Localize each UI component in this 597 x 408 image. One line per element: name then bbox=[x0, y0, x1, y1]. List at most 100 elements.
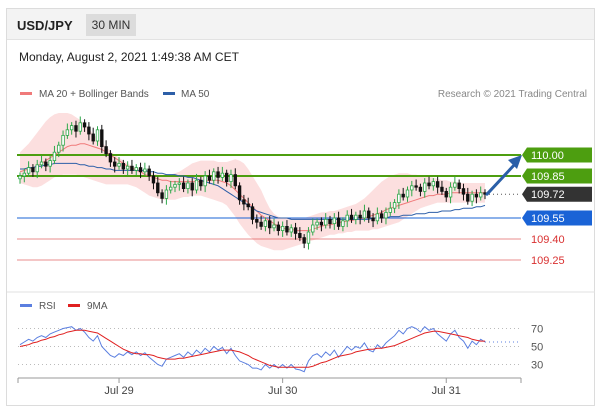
candle-body bbox=[250, 206, 255, 220]
candle bbox=[181, 176, 186, 193]
candle-body bbox=[328, 218, 332, 224]
candle-body bbox=[39, 161, 44, 166]
price-label-text: 110.00 bbox=[531, 150, 564, 162]
rsi-legend-label: RSI bbox=[39, 301, 56, 312]
price-label-tag bbox=[522, 186, 592, 202]
candle bbox=[401, 187, 405, 201]
candle bbox=[423, 178, 427, 198]
price-label-text: 109.85 bbox=[531, 171, 565, 183]
candle-body bbox=[332, 217, 336, 224]
candle-body bbox=[410, 185, 414, 191]
candle bbox=[302, 234, 306, 249]
rsi-legend: RSI 9MA bbox=[20, 301, 108, 312]
candle-body bbox=[280, 225, 285, 231]
candle-body bbox=[35, 164, 39, 173]
x-tick-label: Jul 31 bbox=[432, 385, 461, 397]
x-tick-label: Jul 30 bbox=[268, 385, 297, 397]
candle-body bbox=[61, 134, 65, 146]
candle-body bbox=[315, 221, 319, 226]
candle bbox=[246, 197, 250, 211]
candle-body bbox=[91, 133, 95, 142]
candle bbox=[405, 186, 410, 202]
candle-body bbox=[306, 231, 311, 244]
candle-body bbox=[414, 185, 418, 188]
candle-body bbox=[354, 214, 358, 220]
candle-body bbox=[302, 237, 306, 244]
candle bbox=[414, 179, 418, 191]
candle-body bbox=[311, 224, 315, 233]
chart-header: USD/JPY 30 MIN bbox=[7, 9, 594, 40]
candle bbox=[203, 171, 207, 193]
candle bbox=[379, 210, 384, 223]
candle bbox=[418, 183, 423, 197]
forecast-arrow bbox=[485, 155, 522, 196]
candle bbox=[35, 159, 39, 179]
candle-body bbox=[379, 213, 384, 219]
rsi-series-9ma-line bbox=[19, 329, 485, 368]
candle bbox=[263, 217, 268, 232]
candle bbox=[65, 123, 70, 139]
candle-body bbox=[26, 167, 31, 174]
candle-body bbox=[349, 214, 354, 220]
candle bbox=[276, 221, 281, 236]
candle bbox=[315, 218, 319, 230]
candle bbox=[143, 162, 147, 176]
candle bbox=[354, 211, 358, 225]
candle-body bbox=[358, 214, 362, 219]
candle-body bbox=[233, 174, 237, 187]
candle-body bbox=[224, 172, 229, 182]
candle-body bbox=[272, 224, 276, 229]
candle bbox=[125, 161, 130, 176]
candle-body bbox=[44, 161, 48, 167]
candle-body bbox=[203, 175, 207, 187]
candle bbox=[207, 169, 212, 184]
candle-body bbox=[474, 193, 479, 198]
candle-body bbox=[143, 168, 147, 173]
candle bbox=[268, 215, 272, 235]
candle bbox=[74, 120, 78, 138]
candle bbox=[57, 141, 61, 158]
candle bbox=[22, 168, 26, 183]
candle bbox=[457, 179, 461, 194]
candle-body bbox=[440, 186, 444, 192]
x-axis: Jul 29 Jul 30 Jul 31 bbox=[17, 377, 522, 397]
candle bbox=[117, 157, 121, 170]
candle bbox=[358, 210, 362, 225]
candle-body bbox=[121, 162, 126, 170]
candle bbox=[169, 180, 173, 194]
candle bbox=[194, 173, 199, 194]
candle bbox=[108, 150, 113, 167]
candle bbox=[229, 169, 233, 188]
candle-body bbox=[207, 175, 212, 181]
candle-body bbox=[427, 182, 431, 187]
candle-body bbox=[276, 224, 281, 231]
arrow-shaft bbox=[485, 161, 518, 196]
x-tick-label: Jul 29 bbox=[104, 385, 133, 397]
price-label-text: 109.40 bbox=[531, 234, 565, 246]
candle-body bbox=[392, 202, 397, 209]
timeframe-button[interactable]: 30 MIN bbox=[86, 14, 136, 36]
price-labels: 110.00 109.85 109.72 109.55 109.40 109.25 bbox=[522, 147, 592, 267]
candle-body bbox=[405, 189, 410, 198]
candle-body bbox=[125, 165, 130, 170]
candle bbox=[341, 217, 345, 232]
candle bbox=[48, 155, 52, 173]
candle-body bbox=[164, 189, 169, 199]
candle bbox=[156, 176, 160, 197]
candle-body bbox=[293, 227, 298, 234]
candle bbox=[250, 203, 255, 225]
candle-body bbox=[367, 210, 371, 219]
chart-datetime: Monday, August 2, 2021 1:49:38 AM CET bbox=[19, 50, 239, 64]
candle-body bbox=[151, 175, 156, 184]
main-legend: MA 20 + Bollinger Bands MA 50 Research ©… bbox=[20, 89, 587, 100]
candle bbox=[448, 182, 453, 204]
candle-body bbox=[87, 126, 91, 135]
candle-body bbox=[113, 161, 117, 167]
candle bbox=[52, 145, 57, 165]
candle bbox=[367, 207, 371, 223]
candle-body bbox=[461, 188, 466, 195]
candle bbox=[95, 126, 100, 146]
candle-body bbox=[388, 207, 392, 213]
candle bbox=[91, 127, 95, 145]
price-label-110-00: 110.00 bbox=[522, 147, 592, 163]
